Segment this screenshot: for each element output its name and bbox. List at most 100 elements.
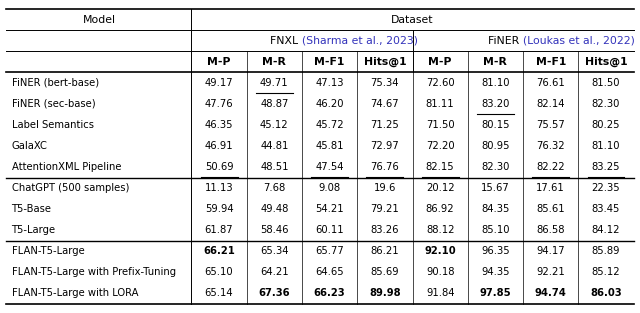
Text: 72.97: 72.97 [371, 141, 399, 151]
Text: Hits@1: Hits@1 [364, 57, 406, 67]
Text: 81.11: 81.11 [426, 99, 454, 109]
Text: M-F1: M-F1 [536, 57, 566, 67]
Text: 66.23: 66.23 [314, 288, 346, 298]
Text: FiNER (bert-base): FiNER (bert-base) [12, 78, 99, 88]
Text: 83.20: 83.20 [481, 99, 509, 109]
Text: (Sharma et al., 2023): (Sharma et al., 2023) [302, 36, 418, 46]
Text: 86.58: 86.58 [536, 225, 565, 235]
Text: 45.12: 45.12 [260, 120, 289, 130]
Text: 58.46: 58.46 [260, 225, 289, 235]
Text: 94.17: 94.17 [536, 246, 565, 256]
Text: 49.17: 49.17 [205, 78, 234, 88]
Text: 9.08: 9.08 [319, 183, 340, 193]
Text: Label Semantics: Label Semantics [12, 120, 93, 130]
Text: 85.69: 85.69 [371, 267, 399, 277]
Text: 86.92: 86.92 [426, 204, 454, 214]
Text: 65.10: 65.10 [205, 267, 234, 277]
Text: 96.35: 96.35 [481, 246, 509, 256]
Text: 88.12: 88.12 [426, 225, 454, 235]
Text: 85.10: 85.10 [481, 225, 509, 235]
Text: 67.36: 67.36 [259, 288, 290, 298]
Text: 82.22: 82.22 [536, 162, 565, 172]
Text: 84.12: 84.12 [592, 225, 620, 235]
Text: 64.65: 64.65 [316, 267, 344, 277]
Text: M-F1: M-F1 [314, 57, 345, 67]
Text: 71.25: 71.25 [371, 120, 399, 130]
Text: 19.6: 19.6 [374, 183, 396, 193]
Text: 60.11: 60.11 [316, 225, 344, 235]
Text: 74.67: 74.67 [371, 99, 399, 109]
Text: 84.35: 84.35 [481, 204, 509, 214]
Text: 45.72: 45.72 [316, 120, 344, 130]
Text: 83.26: 83.26 [371, 225, 399, 235]
Text: 82.14: 82.14 [536, 99, 565, 109]
Text: 94.74: 94.74 [535, 288, 566, 298]
Text: 65.14: 65.14 [205, 288, 234, 298]
Text: 48.51: 48.51 [260, 162, 289, 172]
Text: 11.13: 11.13 [205, 183, 234, 193]
Text: 91.84: 91.84 [426, 288, 454, 298]
Text: FiNER (sec-base): FiNER (sec-base) [12, 99, 95, 109]
Text: GalaXC: GalaXC [12, 141, 47, 151]
Text: M-R: M-R [262, 57, 286, 67]
Text: 83.45: 83.45 [592, 204, 620, 214]
Text: 66.21: 66.21 [203, 246, 235, 256]
Text: 86.03: 86.03 [590, 288, 622, 298]
Text: 79.21: 79.21 [371, 204, 399, 214]
Text: 49.71: 49.71 [260, 78, 289, 88]
Text: 83.25: 83.25 [592, 162, 620, 172]
Text: 82.15: 82.15 [426, 162, 454, 172]
Text: 46.91: 46.91 [205, 141, 234, 151]
Text: 72.60: 72.60 [426, 78, 454, 88]
Text: 81.10: 81.10 [481, 78, 509, 88]
Text: 90.18: 90.18 [426, 267, 454, 277]
Text: 44.81: 44.81 [260, 141, 289, 151]
Text: 75.34: 75.34 [371, 78, 399, 88]
Text: 46.20: 46.20 [316, 99, 344, 109]
Text: 49.48: 49.48 [260, 204, 289, 214]
Text: 47.13: 47.13 [316, 78, 344, 88]
Text: 81.50: 81.50 [592, 78, 620, 88]
Text: 47.76: 47.76 [205, 99, 234, 109]
Text: Model: Model [83, 15, 115, 25]
Text: M-P: M-P [428, 57, 452, 67]
Text: 45.81: 45.81 [316, 141, 344, 151]
Text: 48.87: 48.87 [260, 99, 289, 109]
Text: (Loukas et al., 2022): (Loukas et al., 2022) [523, 36, 635, 46]
Text: T5-Base: T5-Base [12, 204, 52, 214]
Text: 80.95: 80.95 [481, 141, 509, 151]
Text: 82.30: 82.30 [592, 99, 620, 109]
Text: 65.77: 65.77 [316, 246, 344, 256]
Text: 76.61: 76.61 [536, 78, 565, 88]
Text: Dataset: Dataset [391, 15, 434, 25]
Text: 94.35: 94.35 [481, 267, 509, 277]
Text: FiNER: FiNER [488, 36, 523, 46]
Text: FNXL: FNXL [270, 36, 302, 46]
Text: 85.61: 85.61 [536, 204, 565, 214]
Text: 50.69: 50.69 [205, 162, 234, 172]
Text: 80.15: 80.15 [481, 120, 509, 130]
Text: 46.35: 46.35 [205, 120, 234, 130]
Text: AttentionXML Pipeline: AttentionXML Pipeline [12, 162, 121, 172]
Text: 72.20: 72.20 [426, 141, 454, 151]
Text: 22.35: 22.35 [591, 183, 620, 193]
Text: 20.12: 20.12 [426, 183, 454, 193]
Text: M-P: M-P [207, 57, 231, 67]
Text: 81.10: 81.10 [592, 141, 620, 151]
Text: FLAN-T5-Large with LORA: FLAN-T5-Large with LORA [12, 288, 138, 298]
Text: 92.10: 92.10 [424, 246, 456, 256]
Text: 82.30: 82.30 [481, 162, 509, 172]
Text: 85.12: 85.12 [591, 267, 620, 277]
Text: FLAN-T5-Large: FLAN-T5-Large [12, 246, 84, 256]
Text: ChatGPT (500 samples): ChatGPT (500 samples) [12, 183, 129, 193]
Text: 92.21: 92.21 [536, 267, 565, 277]
Text: 59.94: 59.94 [205, 204, 234, 214]
Text: 7.68: 7.68 [263, 183, 285, 193]
Text: 47.54: 47.54 [316, 162, 344, 172]
Text: 61.87: 61.87 [205, 225, 234, 235]
Text: 89.98: 89.98 [369, 288, 401, 298]
Text: M-R: M-R [483, 57, 508, 67]
Text: T5-Large: T5-Large [12, 225, 56, 235]
Text: Hits@1: Hits@1 [585, 57, 627, 67]
Text: 76.76: 76.76 [371, 162, 399, 172]
